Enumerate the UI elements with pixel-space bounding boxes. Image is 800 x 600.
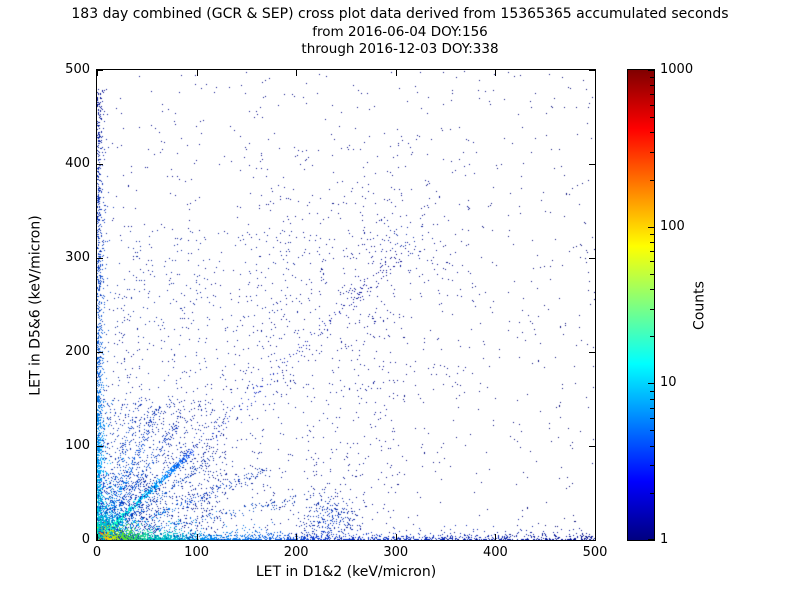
colorbar-minor-tick-mark	[650, 308, 654, 310]
x-tick-mark	[395, 534, 397, 540]
x-tick-mark-top	[495, 70, 497, 76]
colorbar-minor-tick-mark	[650, 465, 654, 467]
colorbar-tick-mark	[648, 70, 654, 71]
x-tick-label: 100	[184, 545, 209, 560]
y-tick-label: 0	[81, 532, 90, 547]
colorbar-tick-label: 1	[660, 532, 669, 547]
colorbar-minor-tick-mark	[650, 151, 654, 153]
colorbar-minor-tick-mark	[650, 241, 654, 243]
colorbar-minor-tick-mark	[650, 77, 654, 79]
y-tick-mark	[97, 446, 103, 447]
colorbar-minor-tick-mark	[650, 233, 654, 235]
colorbar-minor-tick-mark	[650, 418, 654, 420]
y-tick-mark	[97, 258, 103, 259]
colorbar-minor-tick-mark	[650, 261, 654, 263]
colorbar-tick-mark	[648, 226, 654, 228]
colorbar-tick-mark	[648, 539, 654, 540]
y-tick-mark	[97, 352, 103, 353]
y-tick-mark-right	[589, 70, 595, 71]
x-tick-mark	[97, 534, 98, 540]
chart-subtitle-through: through 2016-12-03 DOY:338	[301, 41, 499, 57]
x-tick-mark	[495, 534, 497, 540]
colorbar-minor-tick-mark	[650, 445, 654, 447]
colorbar-minor-tick-mark	[650, 117, 654, 119]
colorbar-minor-tick-mark	[650, 273, 654, 275]
x-tick-mark-top	[296, 70, 298, 76]
y-tick-mark	[97, 164, 103, 165]
x-tick-mark-top	[97, 70, 98, 76]
colorbar-minor-tick-mark	[650, 85, 654, 87]
colorbar-tick-label: 1000	[660, 62, 694, 77]
y-axis-label: LET in D5&6 (keV/micron)	[27, 215, 44, 396]
y-tick-label: 300	[65, 250, 90, 265]
x-tick-mark	[296, 534, 298, 540]
colorbar-minor-tick-mark	[650, 390, 654, 392]
y-tick-mark	[97, 70, 103, 71]
x-tick-label: 400	[482, 545, 508, 560]
colorbar-minor-tick-mark	[650, 430, 654, 432]
colorbar-gradient	[628, 70, 654, 540]
colorbar	[627, 69, 655, 541]
colorbar-minor-tick-mark	[650, 132, 654, 134]
y-tick-mark-right	[589, 540, 595, 541]
chart-subtitle-from: from 2016-06-04 DOY:156	[312, 24, 488, 40]
colorbar-tick-label: 100	[660, 218, 685, 234]
y-tick-label: 200	[65, 344, 90, 359]
colorbar-minor-tick-mark	[650, 94, 654, 96]
scatter-canvas	[97, 70, 595, 540]
colorbar-minor-tick-mark	[650, 104, 654, 106]
y-tick-mark-right	[589, 164, 595, 165]
colorbar-minor-tick-mark	[650, 407, 654, 409]
colorbar-minor-tick-mark	[650, 492, 654, 494]
x-tick-label: 200	[283, 545, 309, 560]
x-tick-mark	[196, 534, 198, 540]
x-axis-label: LET in D1&2 (keV/micron)	[255, 564, 437, 580]
y-tick-mark-right	[589, 258, 595, 259]
y-tick-mark-right	[589, 352, 595, 353]
chart-title: 183 day combined (GCR & SEP) cross plot …	[71, 6, 729, 22]
y-tick-mark	[97, 540, 103, 541]
x-tick-label: 300	[383, 545, 409, 560]
colorbar-minor-tick-mark	[650, 336, 654, 338]
x-tick-label: 500	[582, 545, 608, 560]
plot-area	[96, 69, 596, 541]
y-tick-label: 100	[65, 438, 90, 453]
x-tick-mark-top	[395, 70, 397, 76]
x-tick-mark-top	[196, 70, 198, 76]
colorbar-tick-mark	[648, 383, 654, 385]
colorbar-minor-tick-mark	[650, 289, 654, 290]
colorbar-minor-tick-mark	[650, 398, 654, 400]
y-tick-label: 400	[65, 156, 90, 171]
y-tick-label: 500	[65, 62, 90, 77]
y-tick-mark-right	[589, 446, 595, 447]
x-tick-mark	[595, 534, 596, 540]
colorbar-minor-tick-mark	[650, 250, 654, 252]
colorbar-tick-label: 10	[660, 375, 677, 391]
colorbar-minor-tick-mark	[650, 179, 654, 181]
x-tick-mark-top	[595, 70, 596, 76]
x-tick-label: 0	[92, 545, 102, 560]
